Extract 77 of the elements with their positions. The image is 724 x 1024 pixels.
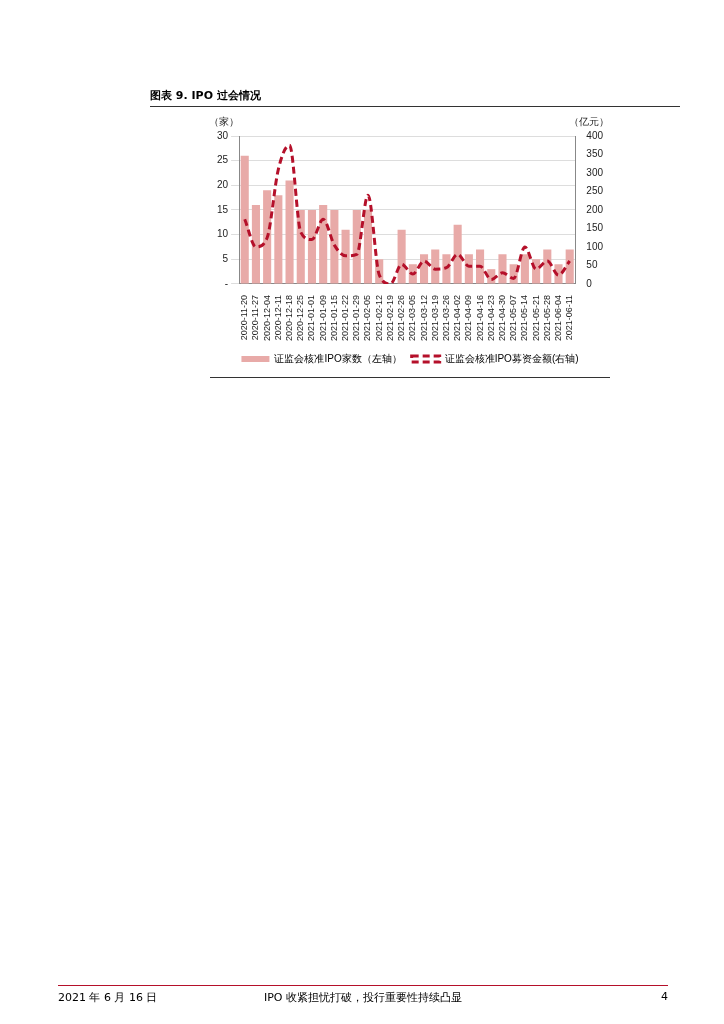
bar bbox=[240, 155, 249, 284]
text: IPO 收紧担忧打破，投行重要性持续凸显 bbox=[263, 990, 463, 1005]
bar bbox=[307, 209, 317, 284]
chart-title: 图表 9. IPO 过会情况 bbox=[150, 88, 680, 107]
y-tick-label: 20 bbox=[217, 179, 229, 191]
x-tick-label: 2021-03-12 bbox=[418, 294, 429, 342]
bar bbox=[498, 254, 507, 284]
y-tick-label: - bbox=[224, 277, 229, 289]
x-tick-label: 2021-02-05 bbox=[362, 294, 373, 342]
bar bbox=[442, 254, 451, 284]
x-tick-label: 2020-11-27 bbox=[250, 294, 261, 341]
bar bbox=[285, 180, 294, 284]
bar bbox=[464, 254, 473, 284]
bar bbox=[520, 254, 529, 284]
bar bbox=[341, 229, 350, 284]
x-tick-label: 2020-12-04 bbox=[261, 294, 272, 342]
x-tick-label: 2021-01-15 bbox=[328, 294, 339, 342]
y2-tick-label: 300 bbox=[586, 166, 604, 178]
y2-tick-label: 50 bbox=[586, 259, 598, 271]
x-tick-label: 2021-05-07 bbox=[508, 294, 519, 342]
y2-tick-label: 250 bbox=[586, 185, 604, 197]
x-tick-label: 2020-12-25 bbox=[295, 294, 306, 342]
y2-tick-label: 350 bbox=[586, 148, 604, 160]
text: 2021 年 6 月 16 日 bbox=[58, 990, 158, 1005]
bar bbox=[263, 190, 272, 284]
y2-tick-label: 400 bbox=[586, 129, 604, 141]
x-tick-label: 2020-12-11 bbox=[272, 294, 283, 341]
bar bbox=[419, 254, 429, 284]
text: 4 bbox=[661, 990, 668, 1003]
x-tick-label: 2020-12-18 bbox=[284, 294, 295, 342]
y2-axis-title: （亿元） bbox=[569, 115, 610, 127]
x-tick-label: 2021-01-29 bbox=[351, 294, 362, 342]
bar bbox=[363, 209, 373, 284]
y2-tick-label: 200 bbox=[586, 203, 604, 215]
y2-tick-label: 150 bbox=[586, 222, 604, 234]
bar bbox=[251, 205, 260, 284]
legend-label: 证监会核准IPO募资金额(右轴) bbox=[444, 352, 579, 364]
x-tick-label: 2021-03-26 bbox=[440, 294, 451, 342]
y-tick-label: 30 bbox=[217, 129, 229, 141]
bar bbox=[319, 205, 328, 284]
x-tick-label: 2021-03-05 bbox=[407, 294, 418, 342]
x-tick-label: 2021-05-14 bbox=[519, 294, 530, 342]
y-tick-label: 15 bbox=[217, 203, 229, 215]
bar bbox=[476, 249, 485, 284]
x-tick-label: 2021-04-09 bbox=[463, 294, 474, 342]
bar bbox=[352, 209, 361, 284]
bar bbox=[453, 224, 462, 284]
x-tick-label: 2021-04-16 bbox=[474, 294, 485, 342]
bar bbox=[543, 249, 552, 284]
legend-label: 证监会核准IPO家数（左轴） bbox=[274, 352, 402, 364]
x-tick-label: 2021-01-09 bbox=[317, 294, 328, 342]
line-series bbox=[243, 143, 572, 284]
x-tick-label: 2021-01-01 bbox=[306, 294, 317, 342]
x-tick-label: 2021-06-11 bbox=[564, 294, 575, 341]
y-axis-title: （家） bbox=[209, 115, 240, 127]
x-tick-label: 2021-02-19 bbox=[384, 294, 395, 342]
y2-tick-label: 100 bbox=[586, 240, 604, 252]
x-tick-label: 2021-04-02 bbox=[452, 294, 463, 342]
x-tick-label: 2021-05-28 bbox=[541, 294, 552, 342]
x-tick-label: 2021-04-30 bbox=[496, 294, 507, 342]
y-tick-label: 10 bbox=[217, 228, 229, 240]
bar bbox=[565, 249, 574, 284]
x-tick-label: 2021-06-04 bbox=[552, 294, 563, 342]
bar bbox=[431, 249, 440, 284]
x-tick-label: 2021-02-12 bbox=[373, 294, 384, 342]
x-tick-label: 2021-01-22 bbox=[340, 294, 351, 342]
y-tick-label: 25 bbox=[217, 154, 229, 166]
x-tick-label: 2020-11-20 bbox=[239, 294, 250, 341]
x-tick-label: 2021-03-19 bbox=[429, 294, 440, 342]
x-tick-label: 2021-02-26 bbox=[396, 294, 407, 342]
bar bbox=[397, 229, 406, 284]
y2-tick-label: 0 bbox=[586, 277, 593, 289]
x-tick-label: 2021-05-21 bbox=[530, 294, 541, 342]
x-tick-label: 2021-04-23 bbox=[485, 294, 496, 342]
y-tick-label: 5 bbox=[222, 253, 229, 265]
bar bbox=[330, 209, 339, 284]
bar bbox=[274, 195, 283, 284]
